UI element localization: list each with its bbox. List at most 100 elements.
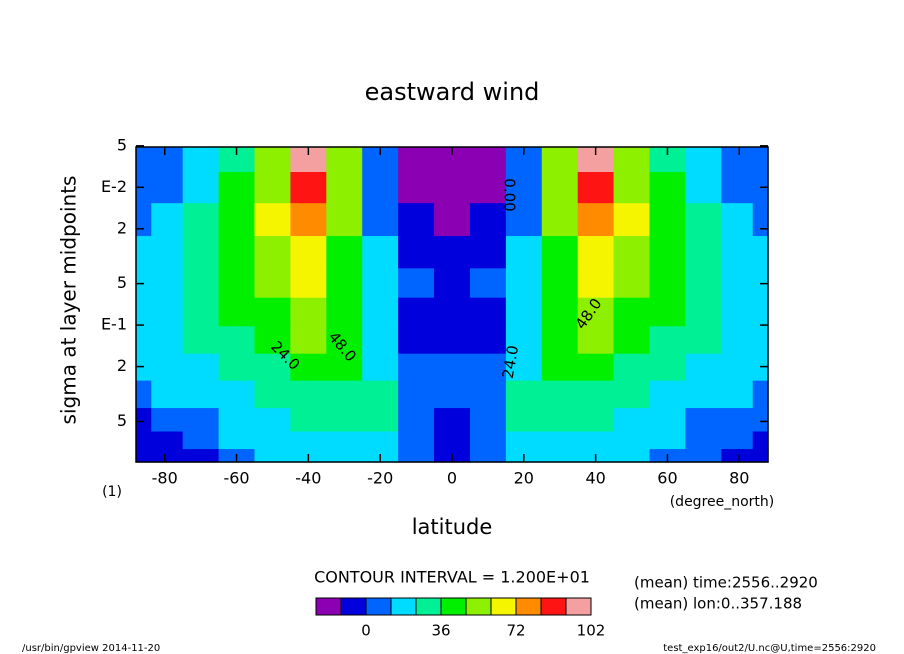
contour-cell <box>254 297 292 327</box>
y-tick-label: E-1 <box>101 315 127 334</box>
contour-cell <box>136 449 152 463</box>
x-tick-label: 40 <box>585 469 605 488</box>
contour-cell <box>254 326 292 355</box>
contour-cell <box>362 380 399 409</box>
contour-cell <box>752 408 769 433</box>
contour-cell <box>685 203 722 237</box>
contour-cell <box>469 147 507 173</box>
x-tick-label: -40 <box>295 469 321 488</box>
contour-cell <box>434 236 471 269</box>
contour-cell <box>254 203 292 237</box>
contour-cell <box>505 172 543 204</box>
contour-cell <box>218 236 256 269</box>
contour-cell <box>398 172 435 204</box>
contour-cell <box>721 380 754 409</box>
contour-cell <box>613 408 651 433</box>
contour-interval: CONTOUR INTERVAL = 1.200E+01 <box>314 568 590 587</box>
contour-cell <box>541 353 579 382</box>
contour-cell <box>182 203 220 237</box>
contour-cell <box>434 203 471 237</box>
contour-cell <box>182 408 220 433</box>
contour-cell <box>398 236 435 269</box>
contour-cell <box>541 297 579 327</box>
contour-cell <box>505 203 543 237</box>
contour-cell <box>362 326 399 355</box>
contour-cell <box>218 297 256 327</box>
colorbar-box <box>490 597 517 616</box>
y-tick-label: 2 <box>117 356 127 375</box>
x-tick-label: -20 <box>367 469 393 488</box>
contour-cell <box>290 236 327 269</box>
contour-cell <box>434 268 471 299</box>
contour-cell <box>469 203 507 237</box>
colorbar-box <box>315 597 342 616</box>
contour-cell <box>136 380 152 409</box>
contour-cell <box>290 297 327 327</box>
contour-cell <box>649 408 687 433</box>
colorbar-label: 72 <box>506 622 525 640</box>
y-tick-label: E-2 <box>101 177 127 196</box>
contour-cell <box>434 380 471 409</box>
contour-cell <box>649 380 687 409</box>
contour-cell <box>182 147 220 173</box>
contour-cell <box>577 236 615 269</box>
contour-cell <box>541 147 579 173</box>
contour-cell <box>685 353 722 382</box>
contour-cell <box>685 326 722 355</box>
contour-cell <box>151 236 184 269</box>
contour-cell <box>326 236 363 269</box>
contour-cell <box>469 408 507 433</box>
contour-cell <box>218 380 256 409</box>
contour-cell <box>469 449 507 463</box>
contour-cell <box>290 353 327 382</box>
contour-cell <box>362 236 399 269</box>
y-tick-label: 5 <box>117 411 127 430</box>
contour-cell <box>613 172 651 204</box>
contour-cell <box>721 297 754 327</box>
contour-cell <box>326 431 363 450</box>
contour-cell <box>541 172 579 204</box>
contour-cell <box>721 326 754 355</box>
contour-cell <box>136 353 152 382</box>
contour-cell <box>469 380 507 409</box>
contour-cell <box>398 203 435 237</box>
colorbar-box <box>515 597 542 616</box>
y-axis-label: sigma at layer midpoints <box>57 176 81 425</box>
contour-cell <box>469 353 507 382</box>
colorbar-box <box>365 597 392 616</box>
contour-cell <box>254 380 292 409</box>
contour-cell <box>398 326 435 355</box>
contour-cell <box>151 297 184 327</box>
contour-cell <box>254 353 292 382</box>
contour-cell <box>362 408 399 433</box>
contour-cell <box>541 236 579 269</box>
contour-cell <box>577 408 615 433</box>
contour-cell <box>151 326 184 355</box>
note: (mean) time:2556..2920 <box>634 574 818 592</box>
contour-cell <box>136 431 152 450</box>
contour-cell <box>290 431 327 450</box>
contour-cell <box>218 408 256 433</box>
contour-cell <box>136 203 152 237</box>
colorbar-box <box>415 597 442 616</box>
x-tick-label: 20 <box>514 469 534 488</box>
contour-cell <box>721 431 754 450</box>
contour-cell <box>182 297 220 327</box>
contour-cell <box>685 236 722 269</box>
contour-cell <box>752 353 769 382</box>
contour-cell <box>613 268 651 299</box>
contour-cell <box>469 236 507 269</box>
contour-cell <box>685 380 722 409</box>
contour-cell <box>254 236 292 269</box>
contour-cell <box>577 268 615 299</box>
contour-cell <box>541 203 579 237</box>
contour-cell <box>326 326 363 355</box>
contour-cell <box>434 408 471 433</box>
contour-cell <box>541 268 579 299</box>
contour-cell <box>182 353 220 382</box>
contour-cell <box>290 268 327 299</box>
contour-cell <box>577 431 615 450</box>
contour-cell <box>326 353 363 382</box>
contour-cell <box>505 431 543 450</box>
contour-cell <box>136 297 152 327</box>
